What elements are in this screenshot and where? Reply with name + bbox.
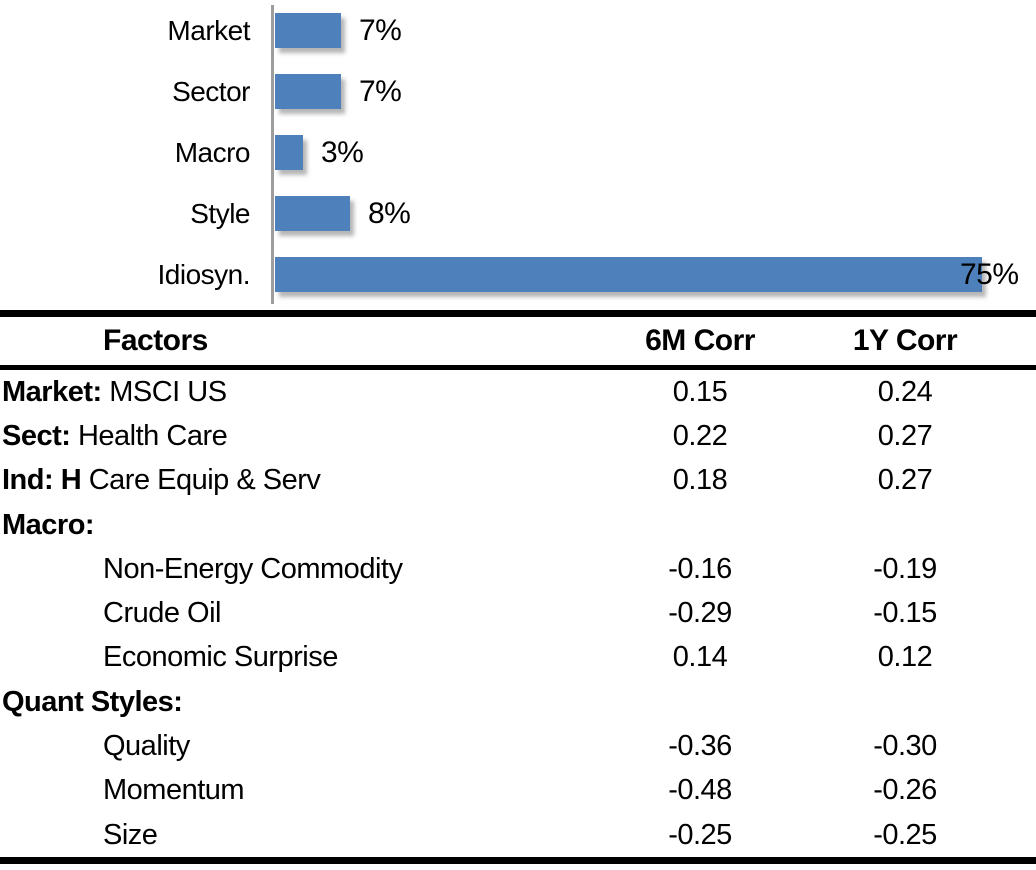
corr-6m-cell: -0.16 (668, 552, 732, 585)
bar-4 (275, 257, 982, 292)
corr-6m-cell: 0.14 (672, 641, 728, 674)
factor-name: Economic Surprise (103, 641, 338, 674)
factor-cell: Economic Surprise (0, 641, 570, 674)
category-label-4: Idiosyn. (157, 259, 251, 290)
bar-value-label-4: 75% (960, 258, 1019, 291)
category-label-3: Style (190, 198, 250, 229)
bar-2 (275, 135, 303, 170)
corr-6m-cell: 0.18 (672, 464, 728, 497)
table-body: Market: MSCI US 0.15 0.24 Sect: Health Care… (0, 370, 1036, 857)
table-row: Quant Styles: (0, 680, 1036, 724)
corr-1y-cell: 0.27 (877, 419, 933, 452)
factor-name: Care Equip & Serv (88, 464, 321, 497)
factor-cell: Non-Energy Commodity (0, 553, 570, 586)
factor-cell: Macro: (0, 509, 570, 542)
corr-6m-cell: -0.29 (668, 597, 732, 630)
table-row: Quality -0.36 -0.30 (0, 724, 1036, 768)
col-header-6m-corr: 6M Corr (645, 324, 755, 357)
category-label-2: Macro (174, 137, 251, 168)
corr-1y-cell: 0.27 (877, 464, 933, 497)
factor-cell: Ind: H Care Equip & Serv (0, 464, 570, 497)
table-header-row: Factors 6M Corr 1Y Corr (0, 317, 1036, 370)
bar-value-label-1: 7% (359, 75, 402, 108)
factor-cell: Quant Styles: (0, 686, 570, 719)
factor-name: Health Care (77, 419, 228, 452)
factor-name: Crude Oil (103, 597, 222, 630)
corr-6m-cell: -0.25 (668, 818, 732, 851)
factor-prefix: Sect: (2, 419, 71, 452)
factor-cell: Sect: Health Care (0, 420, 570, 453)
table-row: Economic Surprise 0.14 0.12 (0, 636, 1036, 680)
chart-bar-row: Style 8% (0, 196, 1036, 231)
factor-prefix: Market: (2, 375, 102, 408)
corr-6m-cell: -0.36 (668, 730, 732, 763)
category-label-1: Sector (172, 76, 250, 107)
factor-cell: Market: MSCI US (0, 376, 570, 409)
col-header-factors: Factors (103, 324, 208, 357)
factor-prefix: Ind: H (2, 464, 82, 497)
corr-1y-cell: -0.30 (873, 730, 937, 763)
factor-name: Non-Energy Commodity (103, 552, 403, 585)
bar-1 (275, 74, 341, 109)
factor-cell: Size (0, 819, 570, 852)
category-label-0: Market (167, 15, 250, 46)
col-header-1y-corr: 1Y Corr (852, 324, 958, 357)
factor-cell: Momentum (0, 774, 570, 807)
corr-1y-cell: 0.24 (877, 375, 933, 408)
table-row: Sect: Health Care 0.22 0.27 (0, 414, 1036, 458)
corr-1y-cell: 0.12 (877, 641, 933, 674)
corr-1y-cell: -0.19 (873, 552, 937, 585)
bar-3 (275, 196, 350, 231)
factor-cell: Crude Oil (0, 597, 570, 630)
chart-bar-row: Market 7% (0, 13, 1036, 48)
table-row: Crude Oil -0.29 -0.15 (0, 591, 1036, 635)
table-row: Macro: (0, 503, 1036, 547)
chart-bar-row: Idiosyn. 75% (0, 257, 1036, 292)
factor-name: Momentum (103, 774, 245, 807)
table-row: Momentum -0.48 -0.26 (0, 769, 1036, 813)
table-row: Size -0.25 -0.25 (0, 813, 1036, 857)
corr-6m-cell: 0.22 (672, 419, 728, 452)
corr-1y-cell: -0.25 (873, 818, 937, 851)
risk-decomposition-bar-chart: Market 7% Sector 7% Macro 3% Style 8% Idiosyn. 75… (0, 0, 1036, 308)
corr-6m-cell: 0.15 (672, 375, 728, 408)
table-row: Market: MSCI US 0.15 0.24 (0, 370, 1036, 414)
factor-name: Size (103, 818, 158, 851)
factor-correlation-table: Factors 6M Corr 1Y Corr Market: MSCI US 0… (0, 310, 1036, 865)
bar-0 (275, 13, 341, 48)
bar-value-label-2: 3% (321, 136, 364, 169)
corr-1y-cell: -0.15 (873, 597, 937, 630)
bar-value-label-0: 7% (359, 14, 402, 47)
bar-value-label-3: 8% (368, 197, 411, 230)
chart-bar-row: Macro 3% (0, 135, 1036, 170)
factor-prefix: Quant Styles: (2, 685, 183, 718)
table-row: Non-Energy Commodity -0.16 -0.19 (0, 547, 1036, 591)
chart-bar-row: Sector 7% (0, 74, 1036, 109)
corr-6m-cell: -0.48 (668, 774, 732, 807)
factor-cell: Quality (0, 730, 570, 763)
table-row: Ind: H Care Equip & Serv 0.18 0.27 (0, 459, 1036, 503)
corr-1y-cell: -0.26 (873, 774, 937, 807)
factor-name: MSCI US (109, 375, 227, 408)
factor-prefix: Macro: (2, 508, 95, 541)
factor-name: Quality (103, 730, 190, 763)
chart-y-axis-line (271, 5, 274, 304)
